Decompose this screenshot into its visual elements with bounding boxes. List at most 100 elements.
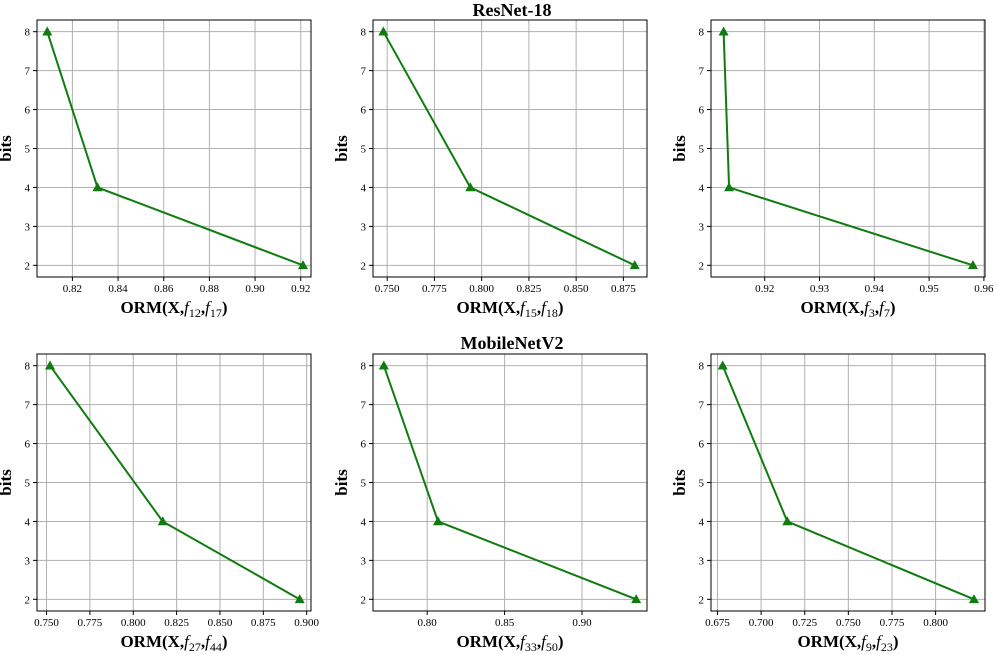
- y-tick-label: 5: [699, 478, 705, 490]
- x-axis-label-part: 27: [189, 640, 201, 654]
- data-point: [782, 516, 793, 526]
- x-axis-label-part: ORM(X,: [800, 298, 864, 317]
- x-axis-label-part: f: [184, 632, 191, 651]
- x-tick-label: 0.93: [810, 283, 830, 295]
- x-tick-label: 0.700: [749, 617, 774, 629]
- data-point: [717, 360, 728, 370]
- y-tick-label: 8: [699, 361, 705, 373]
- x-axis-label-part: 33: [525, 640, 537, 654]
- chart-6: 0.675 0.700 0.725 0.750 0.775 0.8002345678bit…: [670, 353, 986, 654]
- y-tick-label: 3: [361, 221, 367, 233]
- x-tick-label: 0.850: [208, 617, 233, 629]
- chart-2: 0.750 0.775 0.800 0.825 0.850 0.875 2 3 4 5 6 7 8 bit…: [332, 19, 648, 320]
- x-axis-label: ORM(X,f9,f23): [797, 632, 898, 654]
- x-tick-label: 0.750: [836, 617, 861, 629]
- data-point: [42, 26, 53, 36]
- y-tick-label: 3: [361, 555, 367, 567]
- data-point: [629, 260, 640, 270]
- plot-frame: [710, 353, 986, 612]
- x-tick-label: 0.675: [705, 617, 730, 629]
- x-axis-label-part: 44: [210, 640, 222, 654]
- x-tick-label: 0.84: [108, 283, 128, 295]
- x-tick-label: 0.800: [469, 283, 494, 295]
- x-axis-label-part: f: [879, 298, 886, 317]
- x-tick-label: 0.900: [294, 617, 319, 629]
- plot-frame: [36, 353, 312, 612]
- x-axis-label-part: ,: [201, 298, 205, 317]
- y-tick-label: 7: [699, 66, 705, 78]
- x-tick-label: 0.94: [865, 283, 885, 295]
- x-tick-label: 0.800: [923, 617, 948, 629]
- x-axis-label-part: ): [890, 298, 896, 317]
- x-axis-label-part: f: [205, 298, 212, 317]
- x-axis-label-part: ,: [537, 298, 541, 317]
- x-tick-label: 0.875: [251, 617, 276, 629]
- plot-frame: [710, 19, 986, 278]
- x-axis-label-part: f: [520, 298, 527, 317]
- x-axis-label-part: ORM(X,: [456, 632, 520, 651]
- y-tick-label: 4: [25, 182, 31, 194]
- y-tick-label: 6: [25, 439, 31, 451]
- x-axis-label-part: 50: [546, 640, 558, 654]
- y-tick-label: 7: [25, 66, 31, 78]
- title-resnet18: ResNet-18: [473, 0, 552, 20]
- x-axis-label-part: ORM(X,: [120, 298, 184, 317]
- y-tick-label: 2: [25, 260, 31, 272]
- x-tick-label: 0.775: [78, 617, 103, 629]
- y-axis-label: bits: [332, 135, 351, 162]
- x-tick-label: 0.96: [974, 283, 994, 295]
- data-point: [967, 260, 978, 270]
- x-axis-label-part: 7: [884, 306, 890, 320]
- y-tick-label: 8: [25, 27, 31, 39]
- y-tick-label: 2: [699, 260, 705, 272]
- x-axis-label-part: ): [893, 632, 899, 651]
- y-tick-label: 2: [361, 594, 367, 606]
- x-axis-label-part: f: [861, 632, 868, 651]
- x-axis-label-part: f: [205, 632, 212, 651]
- y-tick-label: 3: [25, 221, 31, 233]
- x-axis-label-part: 15: [525, 306, 537, 320]
- x-axis-label-part: ,: [201, 632, 205, 651]
- y-tick-label: 6: [699, 105, 705, 117]
- x-axis-label-part: ORM(X,: [456, 298, 520, 317]
- x-tick-label: 0.85: [495, 617, 515, 629]
- x-axis-label-part: f: [184, 298, 191, 317]
- data-point: [297, 260, 309, 270]
- x-axis-label-part: ): [558, 632, 564, 651]
- x-tick-label: 0.750: [375, 283, 400, 295]
- x-tick-label: 0.825: [164, 617, 189, 629]
- chart-4: 0.750 0.775 0.800 0.825 0.850 0.875 0.900 2 3 4 5 6…: [0, 353, 320, 654]
- x-axis-label-part: 3: [869, 306, 875, 320]
- x-tick-label: 0.875: [611, 283, 636, 295]
- y-tick-label: 7: [361, 400, 367, 412]
- y-tick-label: 4: [699, 182, 705, 194]
- y-tick-label: 8: [361, 361, 367, 373]
- x-tick-label: 0.90: [572, 617, 592, 629]
- x-tick-label: 0.80: [418, 617, 438, 629]
- chart-1: 0.82 0.84 0.86 0.88 0.90 0.92 2 3 4 5 6 7 8 bits ORM(X…: [0, 19, 312, 320]
- x-tick-label: 0.92: [755, 283, 774, 295]
- y-tick-label: 5: [25, 144, 31, 156]
- x-tick-label: 0.775: [880, 617, 905, 629]
- plot-frame: [36, 19, 312, 278]
- x-axis-label-part: f: [541, 298, 548, 317]
- plots: 0.82 0.84 0.86 0.88 0.90 0.922345678bitsORM(X…: [0, 19, 994, 654]
- chart-3: 0.92 0.93 0.94 0.95 0.962345678bitsORM(X,f3,…: [670, 19, 994, 320]
- x-axis-label-part: f: [864, 298, 871, 317]
- x-tick-label: 0.90: [245, 283, 265, 295]
- x-tick-label: 0.825: [517, 283, 542, 295]
- y-tick-label: 3: [25, 555, 31, 567]
- data-point: [718, 26, 729, 36]
- data-point: [432, 516, 444, 526]
- y-tick-label: 2: [699, 594, 705, 606]
- x-axis-label: ORM(X,f12,f17): [120, 298, 227, 320]
- y-tick-label: 3: [699, 221, 705, 233]
- y-tick-label: 5: [361, 144, 367, 156]
- x-axis-label: ORM(X,f15,f18): [456, 298, 563, 320]
- y-tick-label: 2: [25, 594, 31, 606]
- plot-frame: [372, 19, 648, 278]
- y-axis-label: bits: [670, 469, 689, 496]
- y-tick-label: 5: [699, 144, 705, 156]
